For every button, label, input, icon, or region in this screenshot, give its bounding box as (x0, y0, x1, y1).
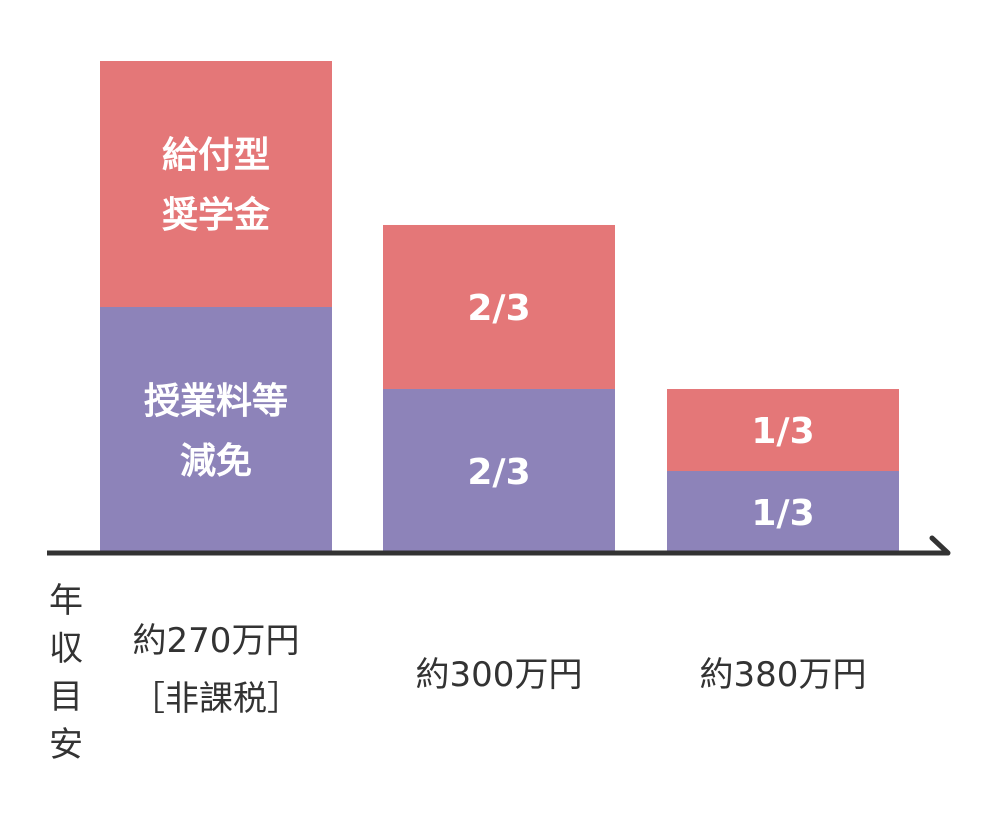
x-tick-label-line: ［非課税］ (131, 679, 301, 719)
data-label: 1/3 (751, 411, 814, 452)
x-tick-label-line: 約270万円 (133, 621, 300, 661)
data-label-line: 減免 (180, 441, 252, 482)
y-axis-label: 年収目安 (49, 581, 83, 765)
data-label: 2/3 (467, 288, 530, 329)
data-label: 授業料等減免 (144, 381, 288, 482)
data-label-line: 給付型 (162, 135, 270, 176)
bar-segment (100, 307, 332, 553)
data-label: 給付型奨学金 (162, 135, 271, 236)
bar-segment (667, 389, 899, 472)
y-axis-label-char: 年 (49, 581, 83, 621)
data-label-line: 奨学金 (162, 194, 271, 236)
data-label-line: 1/3 (751, 493, 814, 534)
x-tick-label-line: 約380万円 (700, 655, 867, 695)
y-axis-label-char: 収 (49, 629, 83, 669)
x-tick-label-line: 約300万円 (416, 655, 583, 695)
data-label-line: 1/3 (751, 411, 814, 452)
bar-segment (383, 388, 615, 553)
x-axis-arrow (929, 535, 951, 556)
bar-segment (667, 471, 899, 553)
data-label-line: 授業料等 (144, 381, 288, 422)
bar-segment (100, 61, 332, 307)
y-axis-label-char: 目 (49, 677, 83, 717)
y-axis-label-char: 安 (49, 725, 83, 765)
data-label: 1/3 (751, 493, 814, 534)
x-tick-label: 約300万円 (416, 655, 583, 695)
x-tick-label: 約380万円 (700, 655, 867, 695)
data-label-line: 2/3 (467, 452, 530, 493)
data-label: 2/3 (467, 452, 530, 493)
bar-segment (383, 224, 615, 389)
x-tick-label: 約270万円 ［非課税］ (131, 621, 301, 719)
data-label-line: 2/3 (467, 288, 530, 329)
